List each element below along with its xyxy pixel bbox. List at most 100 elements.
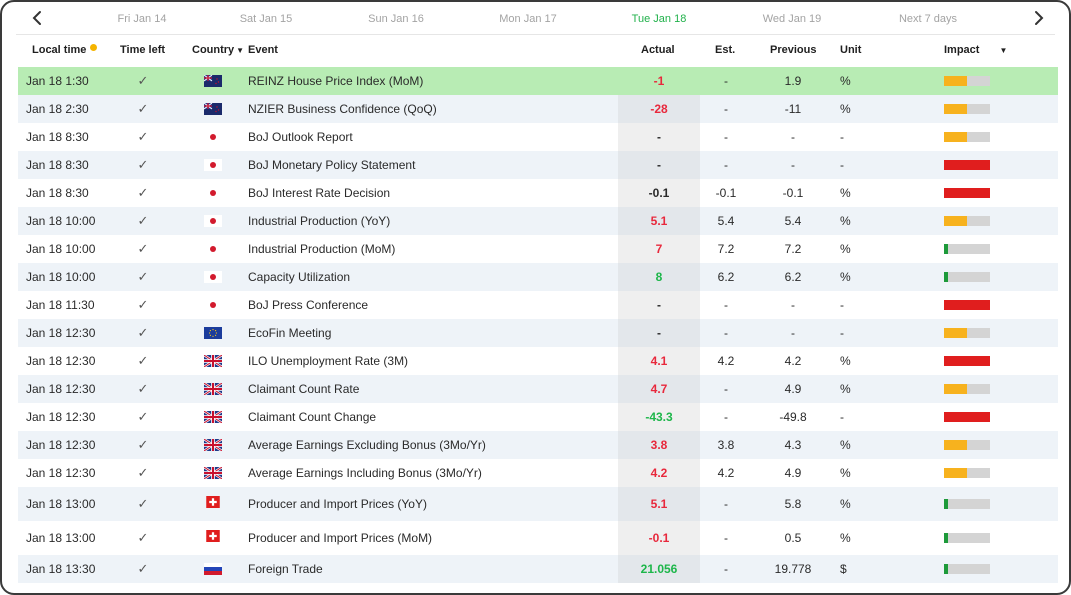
row-event-name[interactable]: Foreign Trade	[248, 562, 323, 576]
impact-bar	[944, 468, 990, 478]
japan-flag-icon	[204, 131, 222, 143]
completed-check-icon: ✓	[137, 496, 149, 511]
row-event-name[interactable]: NZIER Business Confidence (QoQ)	[248, 102, 437, 116]
impact-bar-fill	[944, 272, 948, 282]
actual-cell-bg	[618, 291, 700, 319]
table-row[interactable]: Jan 18 12:30 ✓ Claimant Count Rate 4.7 - 4.9%	[18, 375, 1058, 403]
column-header-event: Event	[248, 44, 278, 56]
row-event-name[interactable]: Average Earnings Including Bonus (3Mo/Yr…	[248, 466, 482, 480]
row-event-name[interactable]: Claimant Count Change	[248, 410, 377, 424]
row-actual-value: 5.1	[650, 497, 668, 511]
column-header-impact[interactable]: Impact ▼	[944, 44, 1007, 56]
impact-bar	[944, 384, 990, 394]
new-zealand-flag-icon	[204, 103, 222, 115]
row-estimate-value: -	[724, 531, 728, 545]
table-row[interactable]: Jan 18 13:00 ✓ Producer and Import Prices …	[18, 487, 1058, 521]
row-estimate-value: -	[724, 382, 728, 396]
prev-arrow-icon[interactable]	[28, 8, 48, 30]
day-tab-sun-jan-16[interactable]: Sun Jan 16	[368, 13, 424, 25]
impact-bar	[944, 499, 990, 509]
table-row[interactable]: Jan 18 10:00 ✓ Capacity Utilization 8 6.2 6.2…	[18, 263, 1058, 291]
column-header-country[interactable]: Country ▼	[192, 44, 244, 56]
impact-bar-fill	[944, 499, 948, 509]
table-row[interactable]: Jan 18 8:30 ✓ BoJ Interest Rate Decision -0…	[18, 179, 1058, 207]
table-row[interactable]: Jan 18 13:00 ✓ Producer and Import Prices …	[18, 521, 1058, 555]
completed-check-icon: ✓	[137, 437, 149, 452]
table-row[interactable]: Jan 18 11:30 ✓ BoJ Press Conference - - - -	[18, 291, 1058, 319]
day-tab-mon-jan-17[interactable]: Mon Jan 17	[499, 13, 557, 25]
date-navigation: Fri Jan 14 Sat Jan 15 Sun Jan 16 Mon Jan…	[2, 2, 1069, 36]
local-time-label: Local time	[32, 44, 87, 56]
table-row[interactable]: Jan 18 8:30 ✓ BoJ Monetary Policy Statemen…	[18, 151, 1058, 179]
completed-check-icon: ✓	[137, 561, 149, 576]
table-row[interactable]: Jan 18 12:30 ✓ EcoFin Meeting - - - -	[18, 319, 1058, 347]
row-event-name[interactable]: BoJ Press Conference	[248, 298, 369, 312]
row-event-name[interactable]: BoJ Monetary Policy Statement	[248, 158, 416, 172]
row-unit: %	[840, 438, 851, 452]
row-event-name[interactable]: Claimant Count Rate	[248, 382, 360, 396]
completed-check-icon: ✓	[137, 73, 149, 88]
table-row[interactable]: Jan 18 10:00 ✓ Industrial Production (MoM)…	[18, 235, 1058, 263]
table-row[interactable]: Jan 18 12:30 ✓ Average Earnings Excluding …	[18, 431, 1058, 459]
row-unit: %	[840, 354, 851, 368]
impact-bar	[944, 328, 990, 338]
actual-cell-bg	[618, 151, 700, 179]
column-header-local-time[interactable]: Local time	[32, 44, 98, 56]
completed-check-icon: ✓	[137, 269, 149, 284]
info-icon[interactable]	[90, 44, 98, 51]
actual-cell-bg	[618, 319, 700, 347]
impact-bar	[944, 533, 990, 543]
impact-bar-fill	[944, 412, 990, 422]
row-estimate-value: -	[724, 102, 728, 116]
row-event-name[interactable]: Industrial Production (MoM)	[248, 242, 396, 256]
dropdown-caret-icon[interactable]: ▼	[236, 46, 245, 55]
switzerland-flag-icon	[204, 496, 222, 512]
row-event-name[interactable]: Average Earnings Excluding Bonus (3Mo/Yr…	[248, 438, 486, 452]
japan-flag-icon	[204, 271, 222, 283]
row-unit: %	[840, 497, 851, 511]
sort-caret-icon[interactable]: ▼	[999, 46, 1008, 55]
row-actual-value: -	[657, 326, 661, 340]
day-tab-wed-jan-19[interactable]: Wed Jan 19	[762, 13, 822, 25]
actual-cell-bg	[618, 431, 700, 459]
row-event-name[interactable]: ILO Unemployment Rate (3M)	[248, 354, 409, 368]
row-unit: -	[840, 158, 844, 172]
row-unit: -	[840, 410, 844, 424]
row-previous-value: -	[791, 298, 795, 312]
table-row[interactable]: Jan 18 2:30 ✓ NZIER Business Confidence (Q…	[18, 95, 1058, 123]
impact-bar	[944, 272, 990, 282]
impact-bar-fill	[944, 188, 990, 198]
row-estimate-value: 6.2	[717, 270, 735, 284]
row-event-name[interactable]: Producer and Import Prices (YoY)	[248, 497, 427, 511]
day-tab-tue-jan-18[interactable]: Tue Jan 18	[631, 13, 687, 25]
row-unit: %	[840, 466, 851, 480]
row-event-name[interactable]: REINZ House Price Index (MoM)	[248, 74, 424, 88]
row-event-name[interactable]: BoJ Interest Rate Decision	[248, 186, 391, 200]
row-event-name[interactable]: BoJ Outlook Report	[248, 130, 353, 144]
japan-flag-icon	[204, 243, 222, 255]
row-previous-value: -11	[784, 102, 802, 116]
next-arrow-icon[interactable]	[1028, 8, 1048, 30]
table-row[interactable]: Jan 18 12:30 ✓ Average Earnings Including …	[18, 459, 1058, 487]
day-tab-next-7-days[interactable]: Next 7 days	[898, 13, 958, 25]
row-event-name[interactable]: Producer and Import Prices (MoM)	[248, 531, 433, 545]
row-event-name[interactable]: Capacity Utilization	[248, 270, 351, 284]
day-tab-sat-jan-15[interactable]: Sat Jan 15	[239, 13, 293, 25]
row-unit: %	[840, 102, 851, 116]
row-actual-value: 21.056	[640, 562, 678, 576]
table-row[interactable]: Jan 18 12:30 ✓ Claimant Count Change -43.3 -…	[18, 403, 1058, 431]
table-row[interactable]: Jan 18 8:30 ✓ BoJ Outlook Report - - - -	[18, 123, 1058, 151]
column-header-time-left: Time left	[120, 44, 166, 56]
row-event-name[interactable]: Industrial Production (YoY)	[248, 214, 391, 228]
row-time: Jan 18 12:30	[26, 438, 96, 452]
impact-bar	[944, 412, 990, 422]
table-row[interactable]: Jan 18 12:30 ✓ ILO Unemployment Rate (3M) 4…	[18, 347, 1058, 375]
table-row[interactable]: Jan 18 1:30 ✓ REINZ House Price Index (MoM…	[18, 67, 1058, 95]
day-tab-fri-jan-14[interactable]: Fri Jan 14	[117, 13, 167, 25]
table-row[interactable]: Jan 18 13:30 ✓ Foreign Trade 21.056 - 19.778 $	[18, 555, 1058, 583]
row-previous-value: -49.8	[779, 410, 807, 424]
impact-bar	[944, 188, 990, 198]
row-event-name[interactable]: EcoFin Meeting	[248, 326, 332, 340]
table-row[interactable]: Jan 18 10:00 ✓ Industrial Production (YoY)…	[18, 207, 1058, 235]
row-previous-value: 5.4	[784, 214, 802, 228]
